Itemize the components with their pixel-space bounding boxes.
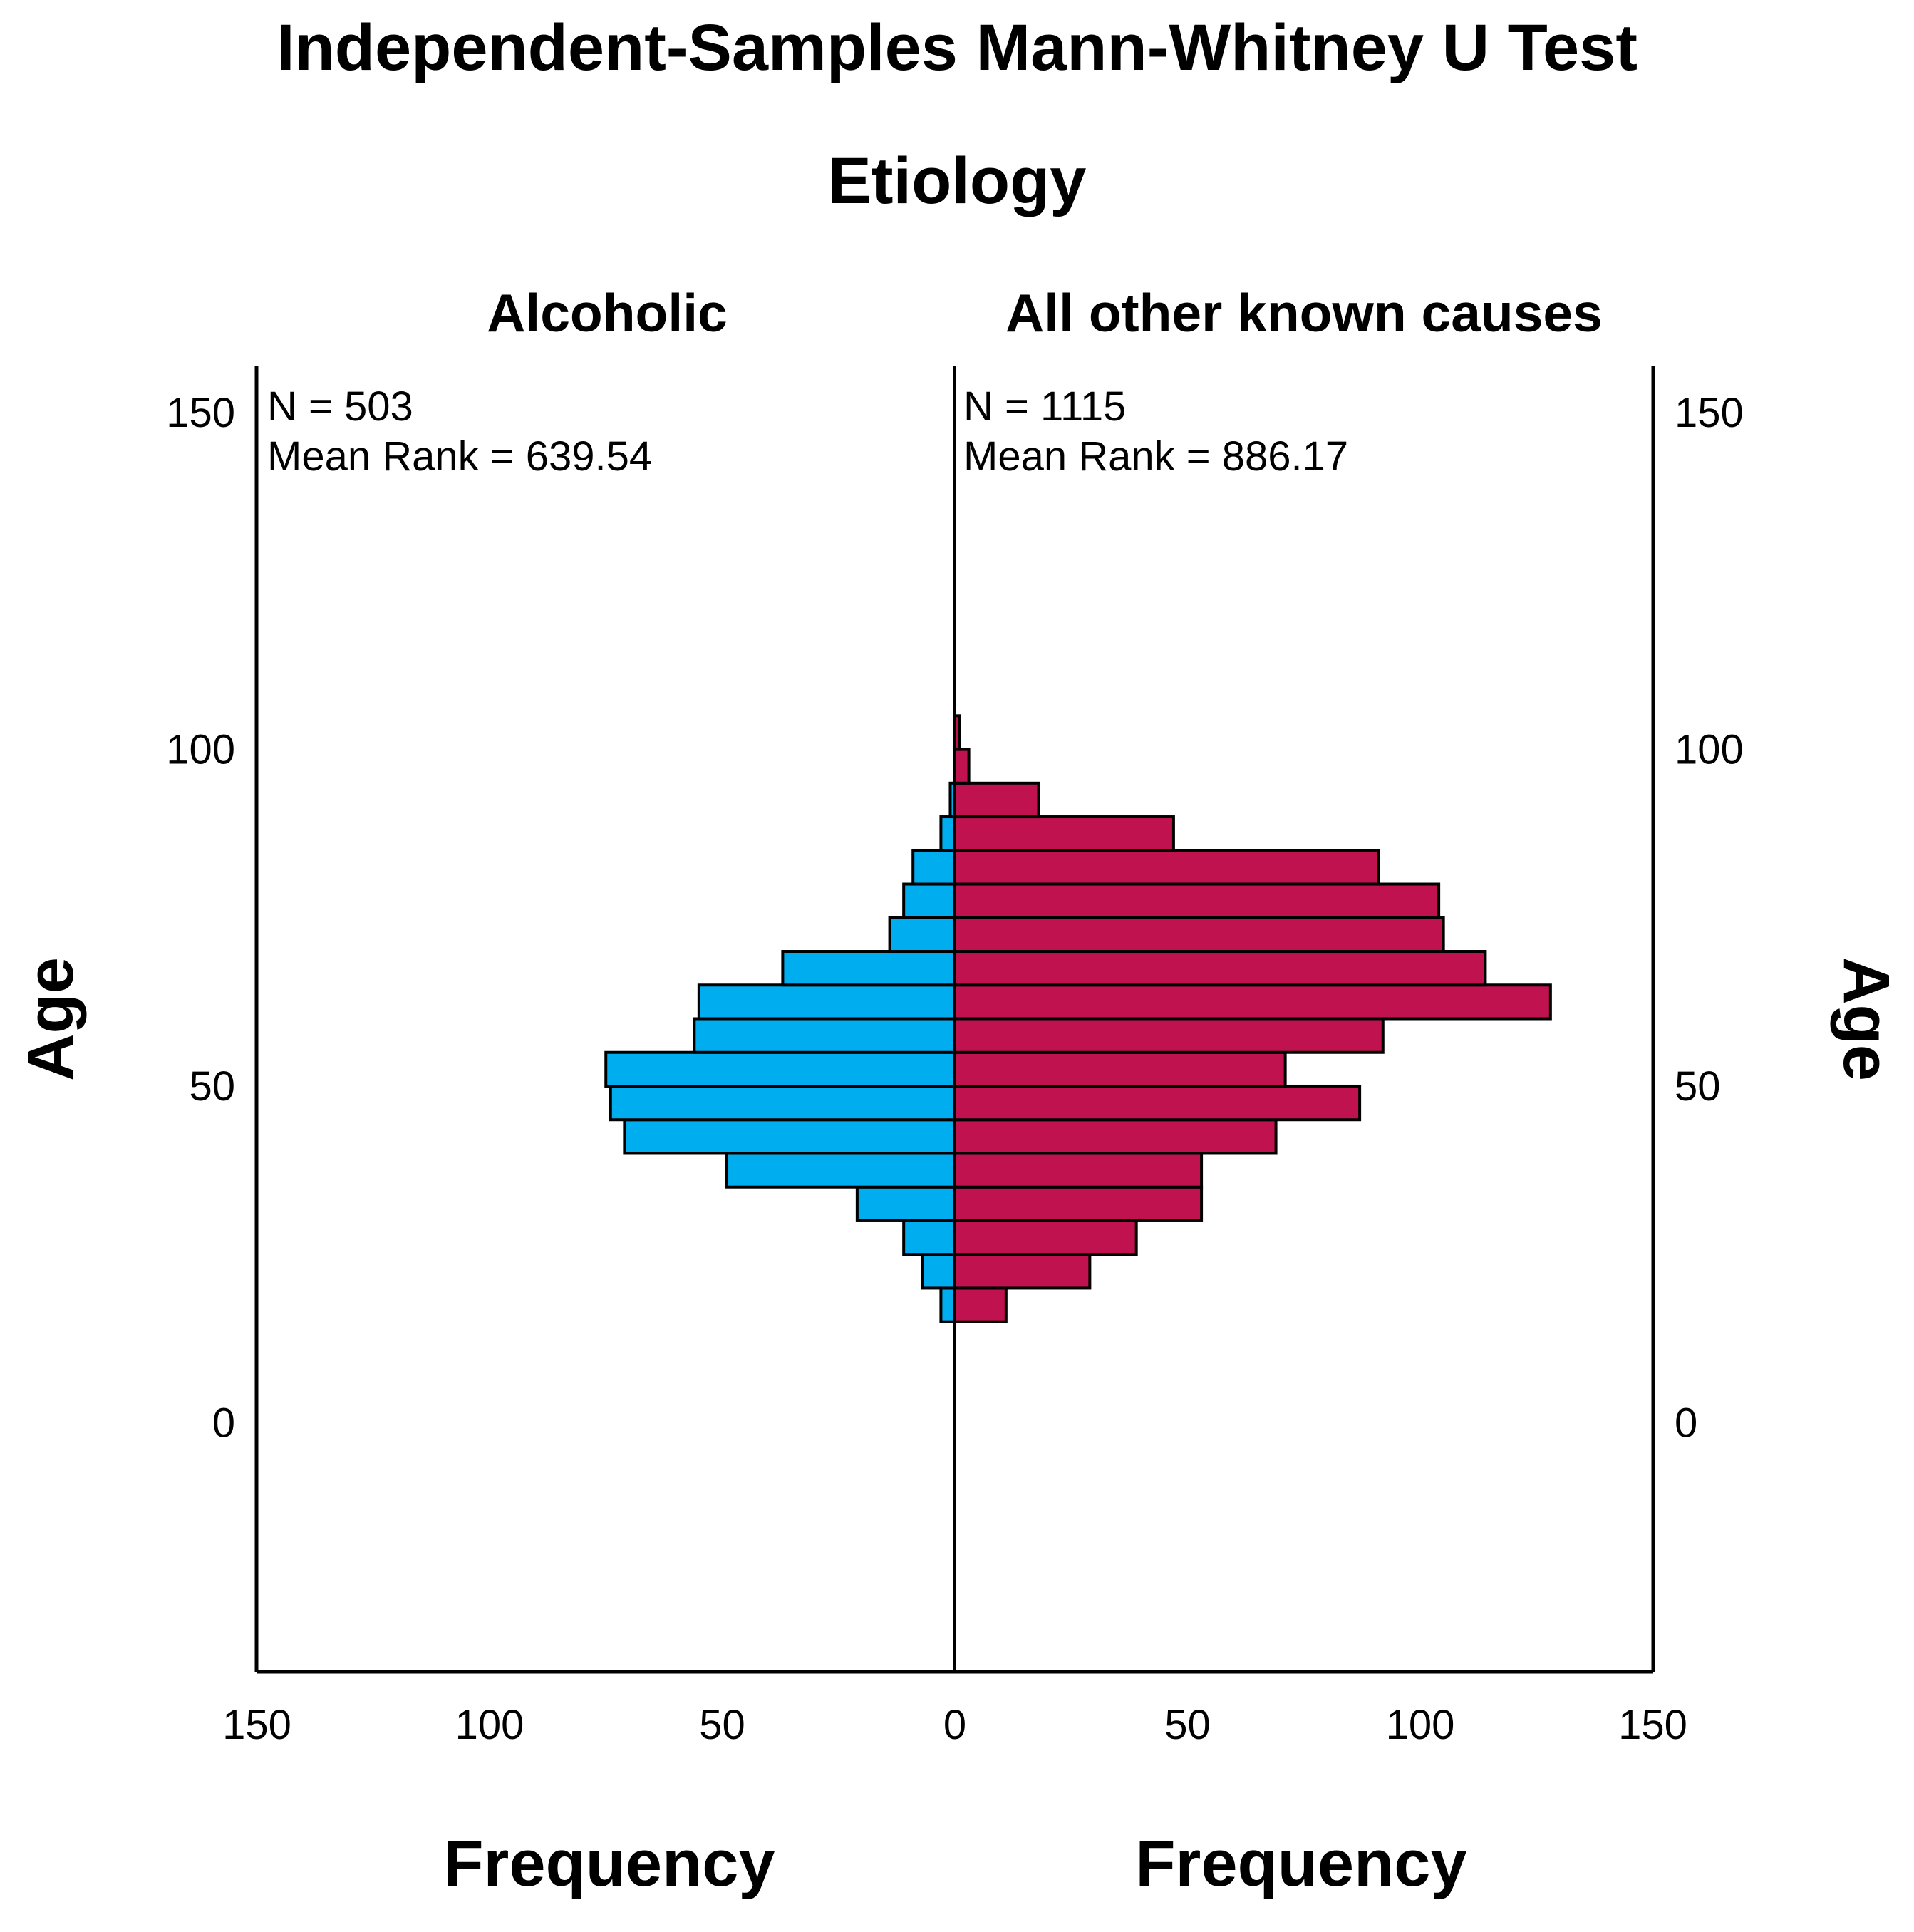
alcoholic-bars <box>604 781 957 1323</box>
y-tick-label: 150 <box>1675 390 1744 436</box>
other-causes-bar <box>953 882 1441 919</box>
left-y-axis-ticks: 150 100 50 0 <box>166 390 235 1446</box>
alcoholic-bar <box>939 1286 957 1323</box>
other-causes-bar <box>953 748 971 785</box>
left-x-axis-label: Frequency <box>443 1827 775 1900</box>
alcoholic-bar <box>693 1017 956 1054</box>
right-y-axis-label: Age <box>1830 957 1903 1081</box>
other-causes-bar <box>953 849 1380 886</box>
right-y-axis-ticks: 150 100 50 0 <box>1675 390 1744 1446</box>
chart-subtitle: Etiology <box>828 145 1087 217</box>
other-causes-bar <box>953 1253 1092 1290</box>
right-panel-title: All other known causes <box>1005 283 1603 343</box>
alcoholic-bar <box>609 1084 957 1122</box>
x-tick-label: 100 <box>455 1702 524 1748</box>
alcoholic-bar <box>902 1219 957 1256</box>
x-tick-label: 150 <box>222 1702 291 1748</box>
x-tick-label: 0 <box>943 1702 966 1748</box>
left-y-axis-label: Age <box>14 957 87 1081</box>
alcoholic-bar <box>939 815 957 852</box>
alcoholic-bar <box>888 916 956 954</box>
y-tick-label: 150 <box>166 390 235 436</box>
other-causes-bar <box>953 781 1040 819</box>
alcoholic-bar <box>911 849 956 886</box>
other-causes-bar <box>953 1185 1204 1222</box>
other-causes-bar <box>953 1286 1008 1323</box>
other-causes-bar <box>953 1050 1287 1088</box>
x-axis-ticks: 150 100 50 0 50 100 150 <box>222 1702 1687 1748</box>
x-tick-label: 100 <box>1386 1702 1455 1748</box>
alcoholic-bar <box>697 983 956 1021</box>
other-causes-bar <box>953 916 1445 954</box>
other-causes-bar <box>953 815 1175 852</box>
alcoholic-bar <box>921 1253 957 1290</box>
x-tick-label: 50 <box>699 1702 745 1748</box>
other-causes-bar <box>953 1017 1385 1054</box>
y-tick-label: 100 <box>1675 727 1744 773</box>
other-causes-bar <box>953 1219 1138 1256</box>
y-tick-label: 100 <box>166 727 235 773</box>
alcoholic-bar <box>781 950 957 987</box>
y-tick-label: 50 <box>189 1063 235 1110</box>
other-causes-bar <box>953 983 1552 1021</box>
alcoholic-bar <box>902 882 957 919</box>
alcoholic-bar <box>725 1152 957 1189</box>
other-causes-bars <box>953 714 1552 1323</box>
left-mean-rank-label: Mean Rank = 639.54 <box>267 433 652 480</box>
left-panel-title: Alcoholic <box>487 283 728 343</box>
alcoholic-bar <box>604 1050 956 1088</box>
right-n-label: N = 1115 <box>963 383 1126 430</box>
right-x-axis-label: Frequency <box>1135 1827 1466 1900</box>
x-tick-label: 50 <box>1164 1702 1211 1748</box>
other-causes-bar <box>953 950 1487 987</box>
alcoholic-bar <box>855 1185 956 1222</box>
right-mean-rank-label: Mean Rank = 886.17 <box>963 433 1348 480</box>
y-tick-label: 0 <box>1675 1400 1697 1446</box>
alcoholic-bar <box>623 1118 956 1155</box>
y-tick-label: 50 <box>1675 1063 1721 1110</box>
other-causes-bar <box>953 1152 1204 1189</box>
other-causes-bar <box>953 1084 1362 1122</box>
x-tick-label: 150 <box>1618 1702 1687 1748</box>
chart-title: Independent-Samples Mann-Whitney U Test <box>276 11 1638 84</box>
left-n-label: N = 503 <box>267 383 413 430</box>
y-tick-label: 0 <box>212 1400 235 1446</box>
other-causes-bar <box>953 1118 1278 1155</box>
